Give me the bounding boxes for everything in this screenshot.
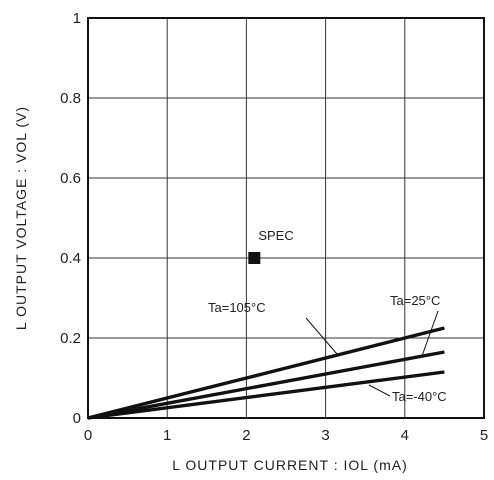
series-line-0 [87,326,445,420]
x-tick-label-2: 2 [242,427,250,444]
series-label-1: Ta=25°C [390,293,440,308]
y-tick-labels: 0 0.2 0.4 0.6 0.8 1 [60,10,81,427]
annotation-leader-0 [305,317,338,355]
y-tick-label-0: 0 [73,410,81,427]
spec-marker-0 [248,252,261,264]
spec-label-0: SPEC [258,228,293,243]
annotation-leader-2 [368,384,391,397]
x-axis-label: L OUTPUT CURRENT : IOL (mA) [172,457,407,473]
x-tick-label-5: 5 [480,427,488,444]
y-axis-label: L OUTPUT VOLTAGE : VOL (V) [13,106,29,330]
x-tick-label-3: 3 [321,427,329,444]
y-tick-label-1: 0.2 [60,330,81,347]
spec-points: SPEC [248,228,294,264]
y-tick-label-5: 1 [73,10,81,27]
x-tick-label-0: 0 [84,427,92,444]
grid-lines [87,17,485,419]
series-line-1 [87,350,445,420]
annotation-leader-1 [421,310,439,357]
y-tick-label-4: 0.8 [60,90,81,107]
x-tick-label-1: 1 [163,427,171,444]
series-line-2 [87,370,445,420]
y-tick-label-3: 0.6 [60,170,81,187]
x-tick-label-4: 4 [401,427,409,444]
x-tick-labels: 0 1 2 3 4 5 [84,427,488,444]
plot-frame [87,17,485,419]
y-tick-label-2: 0.4 [60,250,81,267]
series-annotations: Ta=105°C Ta=25°C Ta=-40°C [208,293,447,404]
series-label-2: Ta=-40°C [392,389,447,404]
series-lines [87,326,445,420]
series-label-0: Ta=105°C [208,300,266,315]
